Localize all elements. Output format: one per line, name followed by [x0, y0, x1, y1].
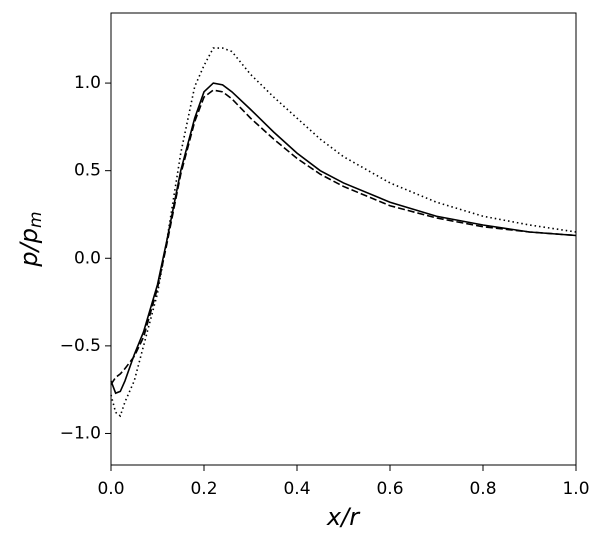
y-tick-label: 0.0 — [74, 248, 101, 268]
plot-frame — [110, 12, 577, 466]
y-tick-label: 0.5 — [74, 161, 101, 181]
x-tick-label: 1.0 — [562, 479, 589, 499]
x-axis-label: x/r — [326, 503, 361, 531]
x-tick-label: 0.6 — [376, 479, 403, 499]
y-tick-label: 1.0 — [74, 73, 101, 93]
x-tick-label: 0.4 — [283, 479, 310, 499]
y-tick-label: −0.5 — [60, 336, 101, 356]
x-tick-label: 0.2 — [190, 479, 217, 499]
series-line — [110, 82, 577, 395]
x-tick-label: 0.0 — [97, 479, 124, 499]
series-line — [110, 47, 577, 418]
y-axis-label-sub: m — [26, 211, 46, 228]
x-tick-label: 0.8 — [469, 479, 496, 499]
series-line — [110, 89, 577, 385]
y-tick-label: −1.0 — [60, 423, 101, 443]
y-axis-label-main: p/p — [15, 228, 43, 268]
y-axis-label: p/pm — [15, 211, 46, 267]
